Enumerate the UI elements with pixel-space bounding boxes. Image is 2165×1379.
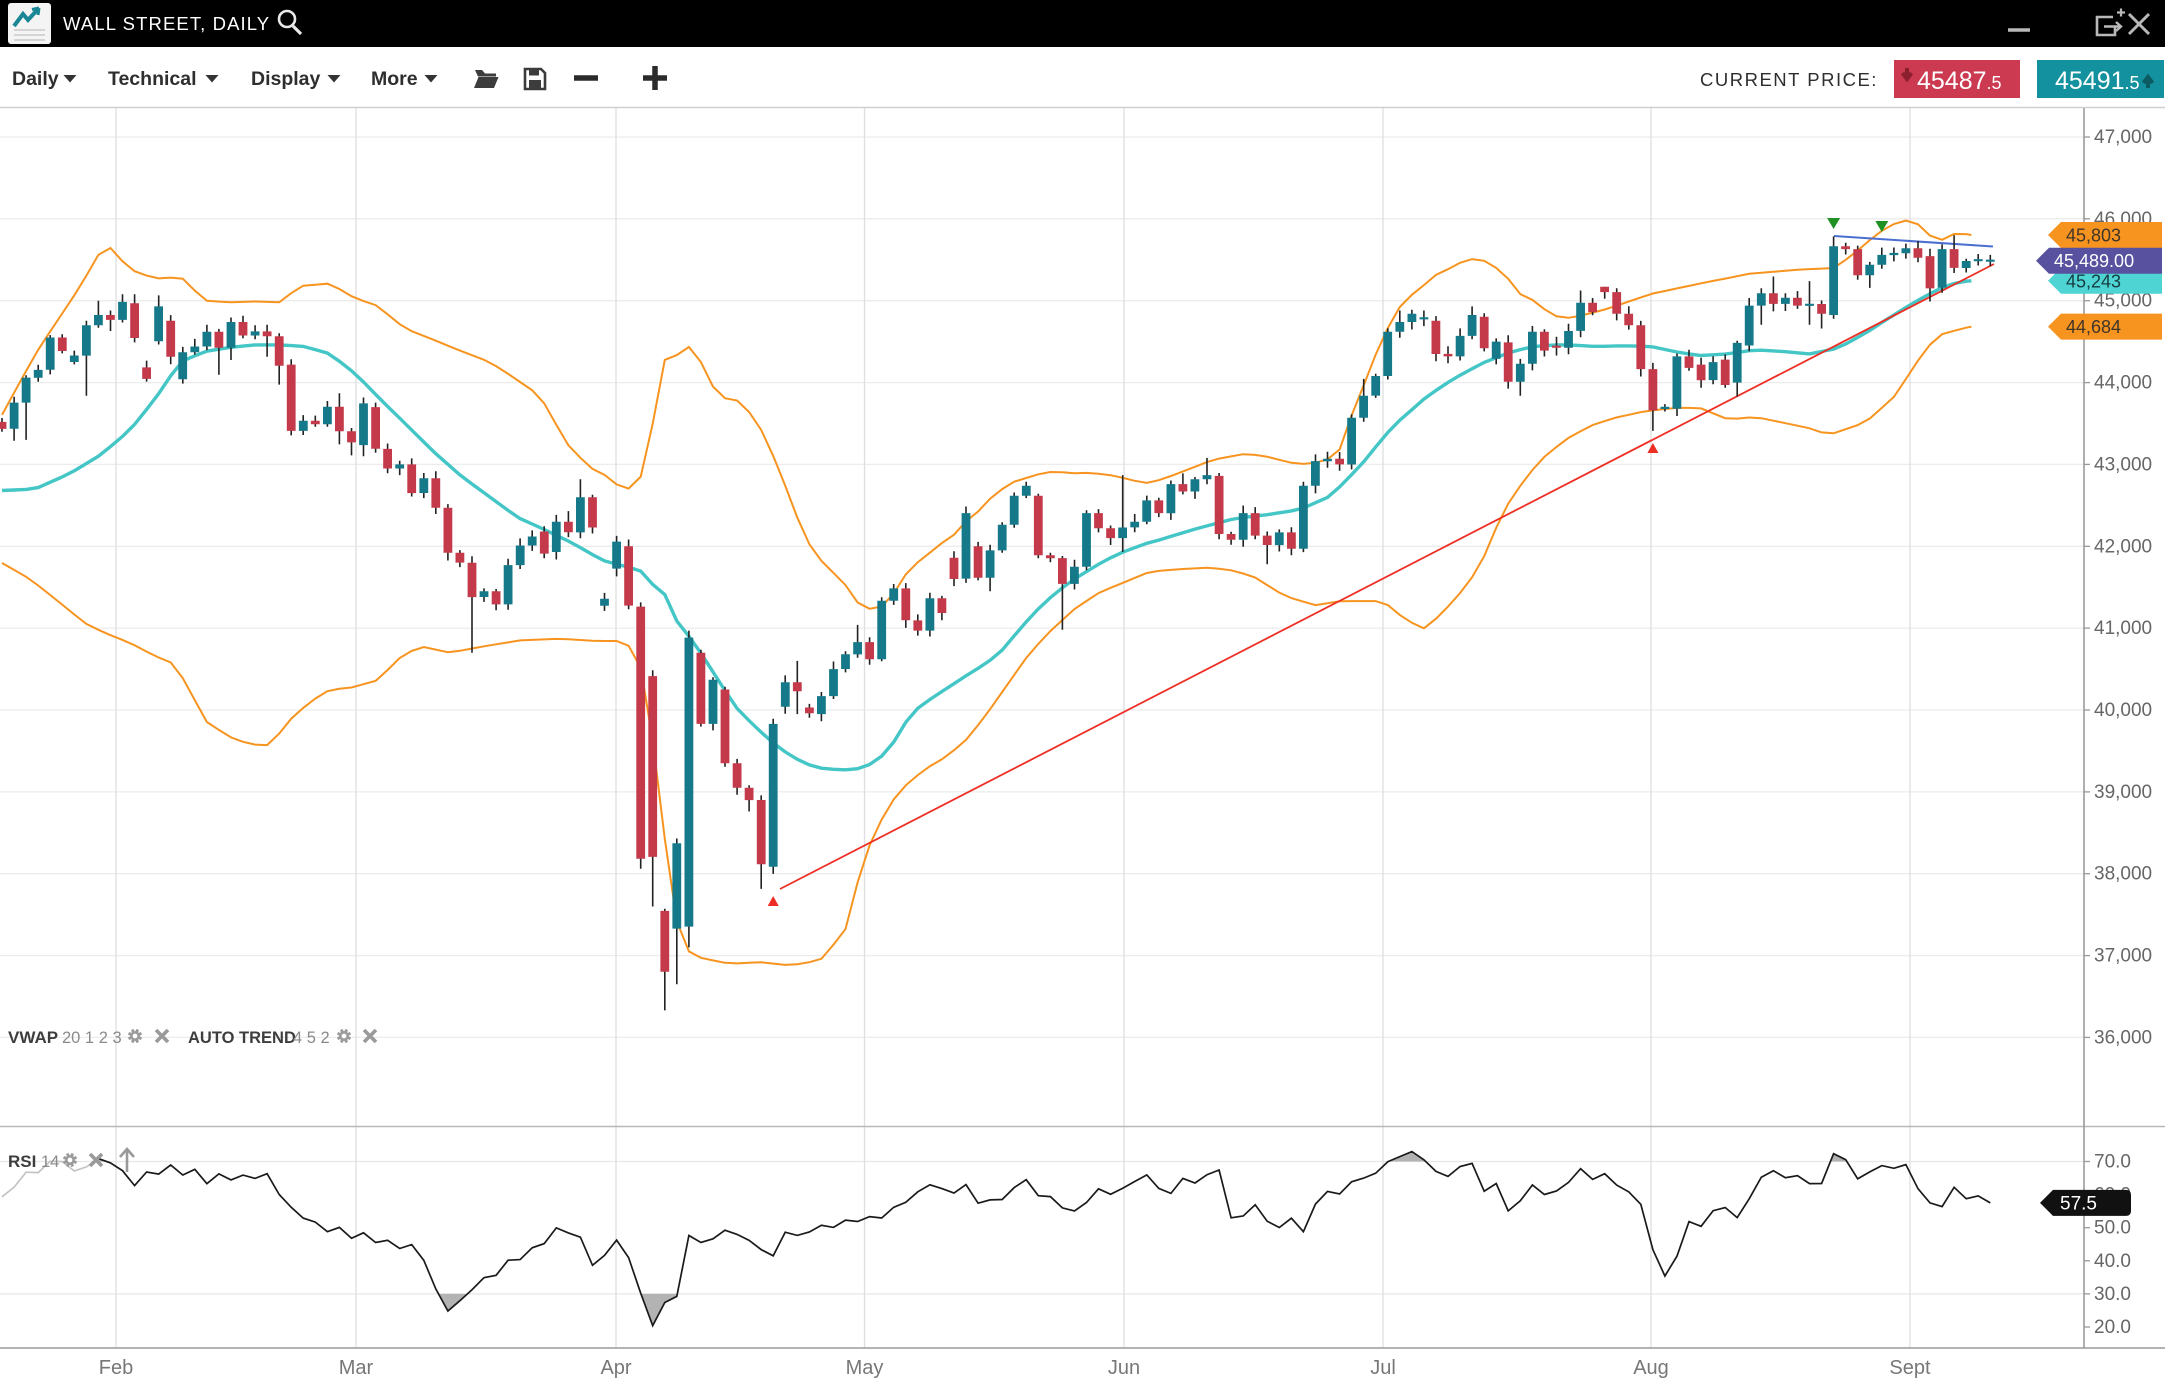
svg-text:Display: Display [251,68,321,90]
svg-text:AUTO TREND: AUTO TREND [188,1029,296,1047]
svg-text:Aug: Aug [1633,1357,1669,1379]
svg-text:42,000: 42,000 [2094,536,2152,557]
svg-text:RSI: RSI [8,1152,36,1171]
svg-text:Feb: Feb [99,1357,133,1379]
svg-text:40.0: 40.0 [2094,1251,2131,1272]
svg-text:Daily: Daily [12,68,59,90]
svg-text:70.0: 70.0 [2094,1152,2131,1173]
svg-text:Sept: Sept [1889,1357,1931,1379]
svg-text:CURRENT PRICE:: CURRENT PRICE: [1700,69,1878,90]
svg-text:Apr: Apr [600,1357,631,1379]
svg-text:36,000: 36,000 [2094,1027,2152,1048]
svg-text:Technical: Technical [108,68,197,90]
svg-text:57.5: 57.5 [2060,1193,2097,1214]
svg-text:37,000: 37,000 [2094,946,2152,967]
svg-text:4 5 2: 4 5 2 [293,1029,330,1047]
svg-text:More: More [371,68,418,90]
svg-text:Jun: Jun [1108,1357,1140,1379]
svg-text:WALL STREET, DAILY: WALL STREET, DAILY [63,13,270,34]
svg-text:20.0: 20.0 [2094,1317,2131,1338]
svg-text:45,489.00: 45,489.00 [2054,251,2134,271]
svg-text:50.0: 50.0 [2094,1218,2131,1239]
svg-text:39,000: 39,000 [2094,782,2152,803]
svg-text:14: 14 [41,1153,59,1171]
svg-text:VWAP: VWAP [8,1028,58,1047]
svg-text:44,684: 44,684 [2066,317,2121,337]
svg-text:40,000: 40,000 [2094,700,2152,721]
svg-text:45,803: 45,803 [2066,226,2121,246]
svg-text:45,000: 45,000 [2094,291,2152,312]
svg-text:45,243: 45,243 [2066,271,2121,291]
svg-text:41,000: 41,000 [2094,618,2152,639]
svg-text:20 1 2 3: 20 1 2 3 [62,1029,122,1047]
svg-text:44,000: 44,000 [2094,373,2152,394]
svg-text:Jul: Jul [1370,1357,1396,1379]
svg-text:30.0: 30.0 [2094,1284,2131,1305]
svg-text:May: May [846,1357,884,1379]
svg-text:Mar: Mar [339,1357,374,1379]
svg-text:47,000: 47,000 [2094,127,2152,148]
svg-text:38,000: 38,000 [2094,864,2152,885]
svg-text:43,000: 43,000 [2094,454,2152,475]
